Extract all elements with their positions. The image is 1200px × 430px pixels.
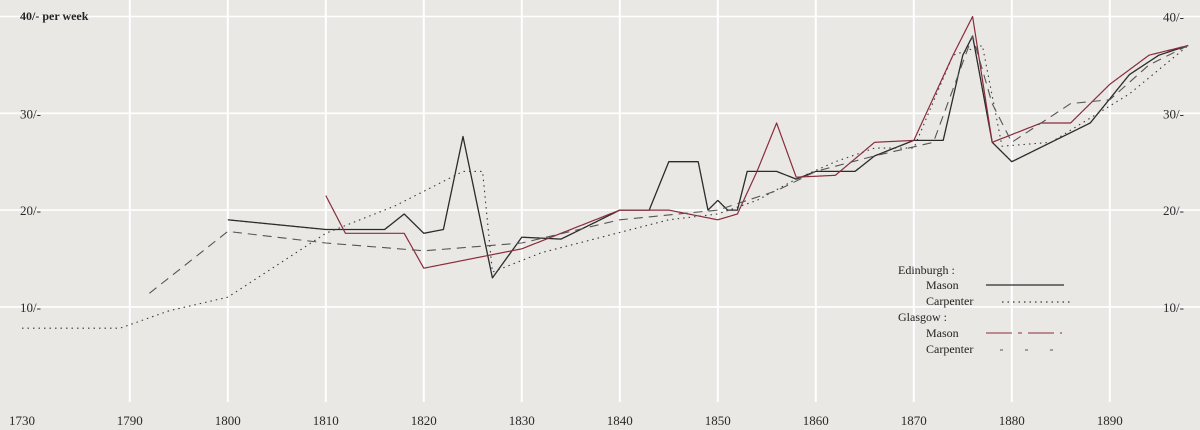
legend-label-edinburgh-carpenter: Carpenter [926, 294, 973, 308]
y-tick-label-left: 30/- [20, 106, 41, 121]
grid-lines [0, 0, 1200, 402]
legend-label-glasgow-mason: Mason [926, 326, 959, 340]
legend: Edinburgh : Mason Carpenter Glasgow : Ma… [898, 263, 1070, 356]
series-glasgow_carpenter [149, 35, 1189, 294]
y-tick-label-right: 30/- [1163, 106, 1184, 121]
y-tick-label-right: 40/- [1163, 10, 1184, 25]
x-tick-label: 1810 [313, 413, 339, 428]
x-tick-label: 1820 [411, 413, 437, 428]
y-tick-label-left: 10/- [20, 300, 41, 315]
x-tick-label: 1860 [803, 413, 829, 428]
x-tick-label: 1830 [509, 413, 535, 428]
series-edinburgh_mason [227, 35, 1189, 279]
x-tick-label: 1850 [705, 413, 731, 428]
legend-group-edinburgh: Edinburgh : [898, 263, 955, 277]
x-tick-label: 1890 [1097, 413, 1123, 428]
x-tick-label: 1730 [9, 413, 35, 428]
y-tick-label-right: 20/- [1163, 203, 1184, 218]
series-lines [22, 15, 1189, 329]
series-glasgow_mason [325, 15, 1189, 269]
axis-labels: 1730 1790 1800 1810 1820 1830 1840 1850 1860 1870… [9, 10, 1184, 429]
x-tick-label: 1870 [901, 413, 927, 428]
y-tick-label-right: 10/- [1163, 300, 1184, 315]
legend-label-glasgow-carpenter: Carpenter [926, 342, 973, 356]
x-tick-label: 1790 [117, 413, 143, 428]
x-tick-label: 1800 [215, 413, 241, 428]
x-tick-label: 1840 [607, 413, 633, 428]
y-unit-label: 40/- per week [20, 9, 89, 23]
x-tick-label: 1880 [999, 413, 1025, 428]
legend-label-edinburgh-mason: Mason [926, 278, 959, 292]
legend-group-glasgow: Glasgow : [898, 310, 947, 324]
y-tick-label-left: 20/- [20, 203, 41, 218]
